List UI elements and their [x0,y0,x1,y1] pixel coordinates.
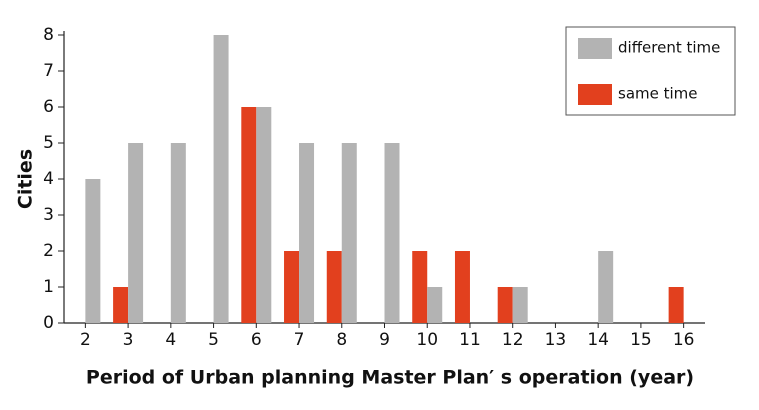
y-tick-label: 6 [43,97,54,117]
bar [412,251,428,323]
y-tick-label: 8 [43,25,54,45]
bar [128,143,144,323]
bar [454,251,470,323]
x-tick-label: 16 [673,330,695,350]
y-tick-label: 1 [43,277,54,297]
bar [384,143,400,323]
y-axis-title: Cities [15,149,37,209]
x-axis-title: Period of Urban planning Master Plan′ s … [86,367,694,389]
bar [512,287,528,323]
legend-swatch [578,38,612,59]
y-tick-label: 0 [43,313,54,333]
x-tick-label: 6 [251,330,262,350]
bar [497,287,513,323]
x-tick-label: 13 [545,330,567,350]
bar [256,107,272,323]
x-tick-label: 10 [416,330,438,350]
bar [341,143,357,323]
x-tick-label: 15 [630,330,652,350]
x-tick-label: 7 [294,330,305,350]
bar [85,179,101,323]
x-tick-label: 8 [336,330,347,350]
bar [326,251,342,323]
bar [299,143,315,323]
x-tick-label: 11 [459,330,481,350]
y-tick-label: 7 [43,61,54,81]
bar [241,107,257,323]
legend-swatch [578,84,612,105]
x-tick-label: 5 [208,330,219,350]
bar [113,287,129,323]
x-tick-label: 12 [502,330,524,350]
legend-label: different time [618,39,720,57]
x-tick-label: 4 [165,330,176,350]
bar [427,287,443,323]
legend-label: same time [618,85,698,103]
x-tick-label: 14 [587,330,609,350]
y-tick-label: 5 [43,133,54,153]
bar [284,251,300,323]
x-tick-label: 3 [123,330,134,350]
y-tick-label: 2 [43,241,54,261]
y-tick-label: 3 [43,205,54,225]
x-tick-label: 9 [379,330,390,350]
y-tick-label: 4 [43,169,54,189]
bar [170,143,186,323]
bar [668,287,684,323]
bar [213,35,229,323]
x-tick-label: 2 [80,330,91,350]
bar [598,251,614,323]
